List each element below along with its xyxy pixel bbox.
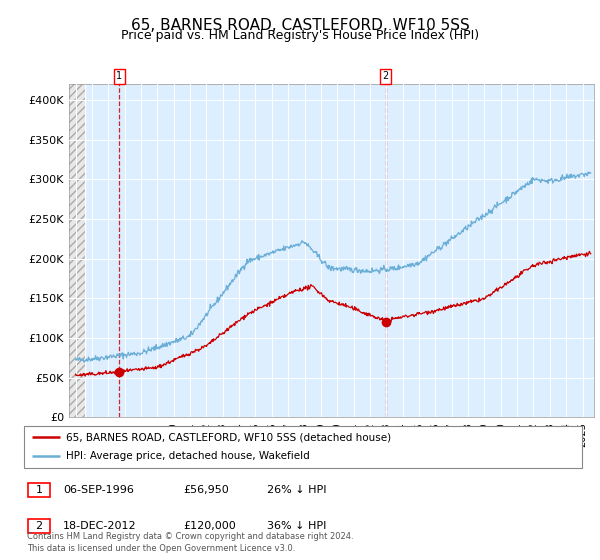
Text: £120,000: £120,000: [183, 521, 236, 531]
Text: 26% ↓ HPI: 26% ↓ HPI: [267, 485, 326, 495]
Text: £56,950: £56,950: [183, 485, 229, 495]
Bar: [67, 84, 85, 417]
Text: Contains HM Land Registry data © Crown copyright and database right 2024.
This d: Contains HM Land Registry data © Crown c…: [27, 533, 353, 553]
Text: HPI: Average price, detached house, Wakefield: HPI: Average price, detached house, Wake…: [66, 451, 310, 461]
Text: 65, BARNES ROAD, CASTLEFORD, WF10 5SS: 65, BARNES ROAD, CASTLEFORD, WF10 5SS: [131, 18, 469, 33]
Text: 1: 1: [116, 71, 122, 81]
FancyBboxPatch shape: [24, 426, 582, 468]
Bar: [67, 84, 85, 417]
Text: 2: 2: [35, 521, 43, 531]
Text: 06-SEP-1996: 06-SEP-1996: [63, 485, 134, 495]
Text: 2: 2: [383, 71, 389, 81]
Text: 1: 1: [35, 485, 43, 495]
Text: 36% ↓ HPI: 36% ↓ HPI: [267, 521, 326, 531]
Text: Price paid vs. HM Land Registry's House Price Index (HPI): Price paid vs. HM Land Registry's House …: [121, 29, 479, 42]
FancyBboxPatch shape: [28, 519, 50, 534]
Text: 18-DEC-2012: 18-DEC-2012: [63, 521, 137, 531]
Text: 65, BARNES ROAD, CASTLEFORD, WF10 5SS (detached house): 65, BARNES ROAD, CASTLEFORD, WF10 5SS (d…: [66, 432, 391, 442]
FancyBboxPatch shape: [28, 483, 50, 497]
